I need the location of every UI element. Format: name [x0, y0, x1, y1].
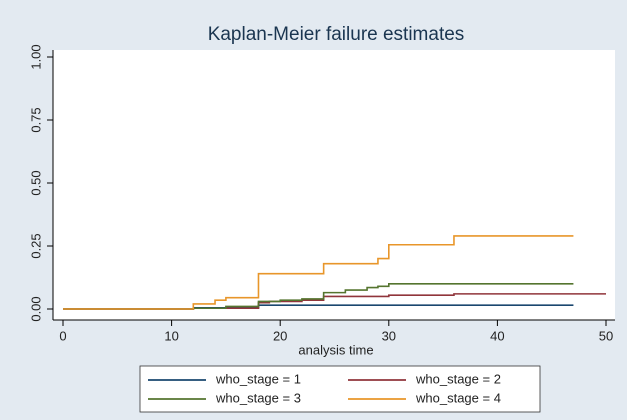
x-tick-label: 30 [382, 328, 396, 343]
x-tick-label: 10 [164, 328, 178, 343]
legend-label: who_stage = 1 [215, 371, 301, 386]
series-line [63, 235, 574, 310]
series-line [63, 283, 574, 310]
x-axis-label: analysis time [298, 342, 373, 357]
y-tick-label: 1.00 [28, 44, 43, 69]
legend-label: who_stage = 2 [415, 371, 501, 386]
legend-label: who_stage = 4 [415, 390, 501, 405]
x-tick-label: 50 [599, 328, 613, 343]
y-tick-label: 0.75 [28, 107, 43, 132]
x-tick-label: 20 [273, 328, 287, 343]
x-tick-label: 0 [59, 328, 66, 343]
chart-title: Kaplan-Meier failure estimates [208, 24, 465, 45]
plot-area [53, 50, 615, 320]
y-tick-label: 0.25 [28, 233, 43, 258]
y-tick-label: 0.50 [28, 170, 43, 195]
legend-label: who_stage = 3 [215, 390, 301, 405]
legend [139, 365, 541, 413]
x-tick-label: 40 [490, 328, 504, 343]
y-tick-label: 0.00 [28, 296, 43, 321]
